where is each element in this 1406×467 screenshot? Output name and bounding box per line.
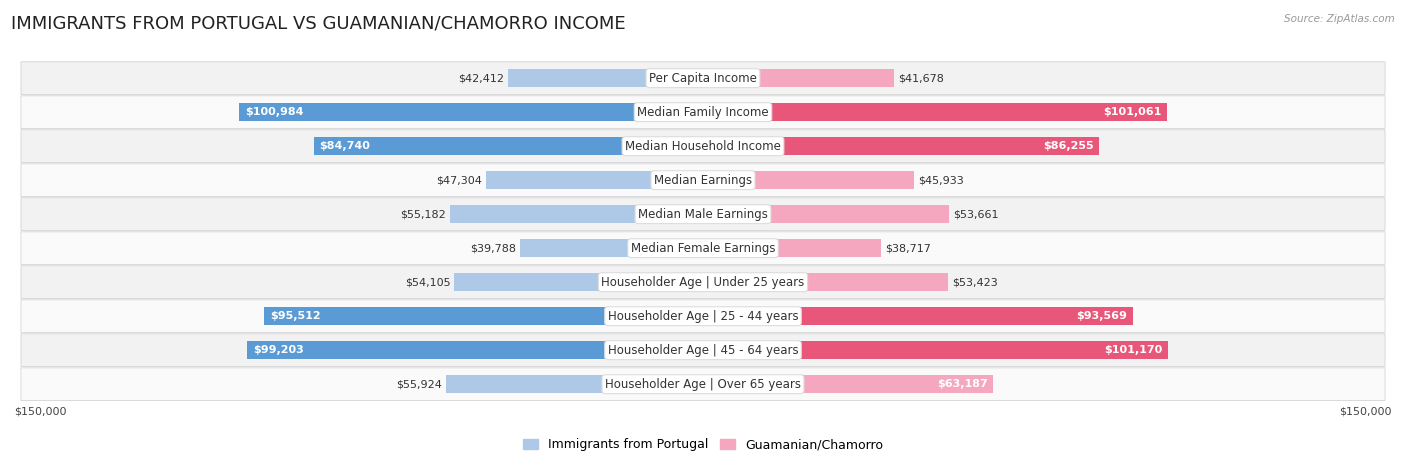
Text: $86,255: $86,255 [1043, 141, 1094, 151]
Text: $41,678: $41,678 [898, 73, 945, 83]
Bar [703, 307, 1133, 325]
Text: $100,984: $100,984 [245, 107, 304, 117]
Text: Median Household Income: Median Household Income [626, 140, 780, 153]
Bar [703, 171, 914, 189]
Bar [703, 103, 1167, 121]
FancyBboxPatch shape [21, 232, 1385, 264]
Bar [703, 205, 949, 223]
Text: $63,187: $63,187 [936, 379, 987, 389]
FancyBboxPatch shape [21, 130, 1385, 163]
Text: Median Male Earnings: Median Male Earnings [638, 208, 768, 221]
FancyBboxPatch shape [21, 198, 1385, 231]
Text: $53,661: $53,661 [953, 209, 1000, 219]
Text: $150,000: $150,000 [1340, 406, 1392, 416]
Bar [239, 103, 703, 121]
Bar [703, 239, 880, 257]
Text: $54,105: $54,105 [405, 277, 450, 287]
FancyBboxPatch shape [21, 96, 1385, 128]
Text: Median Family Income: Median Family Income [637, 106, 769, 119]
Text: $53,423: $53,423 [952, 277, 998, 287]
Bar [264, 307, 703, 325]
FancyBboxPatch shape [21, 164, 1385, 197]
Text: $93,569: $93,569 [1077, 311, 1128, 321]
Bar [703, 375, 993, 393]
Text: $101,061: $101,061 [1104, 107, 1161, 117]
FancyBboxPatch shape [21, 62, 1385, 94]
Text: $55,182: $55,182 [399, 209, 446, 219]
Bar [703, 137, 1099, 155]
Bar [314, 137, 703, 155]
Text: IMMIGRANTS FROM PORTUGAL VS GUAMANIAN/CHAMORRO INCOME: IMMIGRANTS FROM PORTUGAL VS GUAMANIAN/CH… [11, 14, 626, 32]
Text: $42,412: $42,412 [458, 73, 505, 83]
Bar [454, 273, 703, 291]
FancyBboxPatch shape [21, 266, 1385, 298]
Bar [450, 205, 703, 223]
Text: $38,717: $38,717 [884, 243, 931, 253]
FancyBboxPatch shape [21, 300, 1385, 333]
Bar [446, 375, 703, 393]
FancyBboxPatch shape [21, 368, 1385, 401]
Text: Householder Age | Under 25 years: Householder Age | Under 25 years [602, 276, 804, 289]
Text: $47,304: $47,304 [436, 175, 482, 185]
Text: $101,170: $101,170 [1104, 345, 1163, 355]
Text: Source: ZipAtlas.com: Source: ZipAtlas.com [1284, 14, 1395, 24]
Text: $55,924: $55,924 [396, 379, 441, 389]
Bar [485, 171, 703, 189]
Text: $45,933: $45,933 [918, 175, 965, 185]
Bar [703, 341, 1167, 359]
Text: Householder Age | 25 - 44 years: Householder Age | 25 - 44 years [607, 310, 799, 323]
FancyBboxPatch shape [21, 334, 1385, 367]
Bar [247, 341, 703, 359]
Text: $39,788: $39,788 [470, 243, 516, 253]
Text: $95,512: $95,512 [270, 311, 321, 321]
Text: Householder Age | 45 - 64 years: Householder Age | 45 - 64 years [607, 344, 799, 357]
Legend: Immigrants from Portugal, Guamanian/Chamorro: Immigrants from Portugal, Guamanian/Cham… [517, 433, 889, 456]
Text: Median Earnings: Median Earnings [654, 174, 752, 187]
Bar [520, 239, 703, 257]
Bar [703, 69, 894, 87]
Text: $150,000: $150,000 [14, 406, 66, 416]
Text: Per Capita Income: Per Capita Income [650, 71, 756, 85]
Text: Median Female Earnings: Median Female Earnings [631, 241, 775, 255]
Text: Householder Age | Over 65 years: Householder Age | Over 65 years [605, 378, 801, 391]
Bar [508, 69, 703, 87]
Bar [703, 273, 949, 291]
Text: $99,203: $99,203 [253, 345, 304, 355]
Text: $84,740: $84,740 [319, 141, 370, 151]
